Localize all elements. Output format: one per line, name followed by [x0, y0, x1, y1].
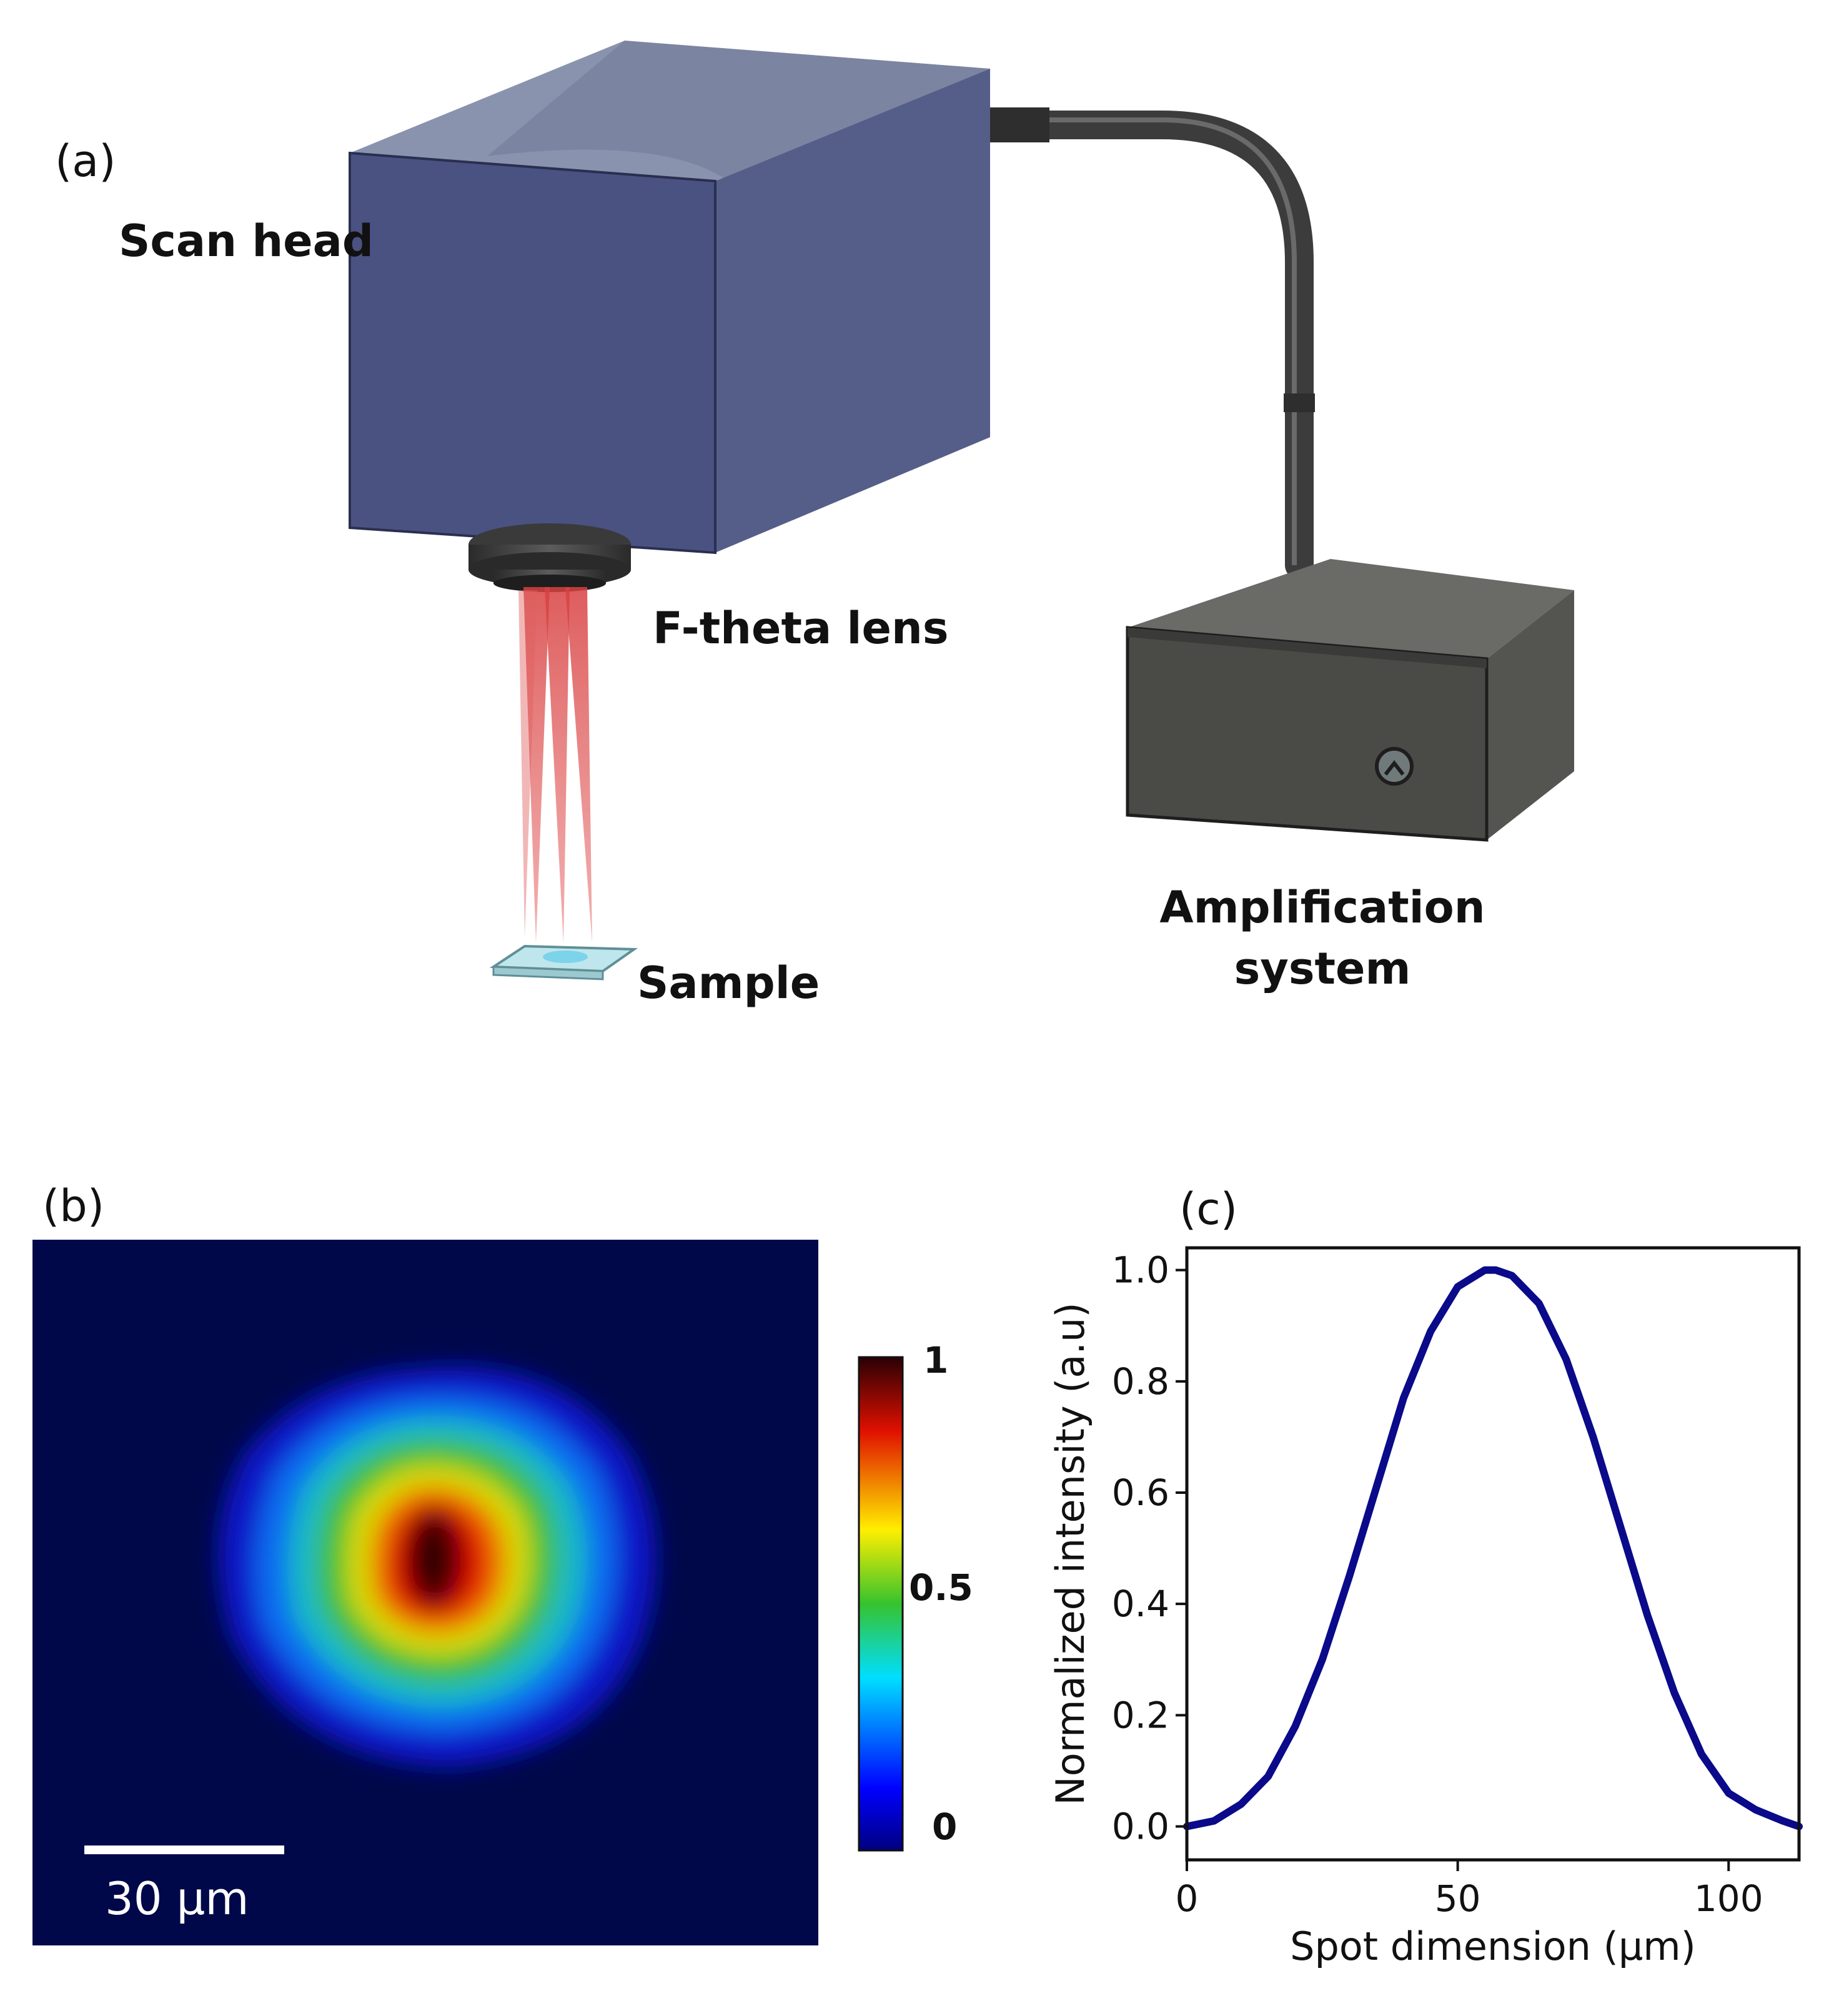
x-tick-label: 50 — [1435, 1877, 1481, 1920]
colorbar-tick-mid: 0.5 — [909, 1566, 973, 1609]
y-tick-label: 0.4 — [1112, 1583, 1169, 1625]
beam-spot — [218, 1366, 657, 1767]
y-tick-label: 0.0 — [1112, 1806, 1169, 1848]
panel-c: (c) 0 50 100 0.0 0.2 0.4 0.6 0.8 1.0 Spot dimensi… — [1048, 1183, 1803, 1969]
panel-b-letter: (b) — [42, 1180, 104, 1232]
sample-slide — [489, 944, 638, 981]
scale-bar — [84, 1846, 284, 1854]
label-scan-head: Scan head — [119, 215, 374, 267]
label-sample: Sample — [637, 957, 820, 1009]
y-tick-label: 0.8 — [1112, 1360, 1169, 1403]
colorbar — [858, 1356, 904, 1852]
y-tick-label: 0.6 — [1112, 1471, 1169, 1514]
label-f-theta-lens: F-theta lens — [653, 603, 949, 654]
fiber-cable — [976, 111, 1314, 580]
f-theta-lens — [468, 523, 631, 592]
scale-bar-label: 30 µm — [105, 1872, 249, 1925]
line-chart: 0 50 100 0.0 0.2 0.4 0.6 0.8 1.0 Spot dimension (… — [1048, 1246, 1803, 1969]
label-amplification-line1: Amplification — [1159, 882, 1485, 933]
amplification-box — [1126, 559, 1574, 842]
panel-a-letter: (a) — [55, 136, 116, 187]
amplifier-knob-icon — [1375, 747, 1414, 786]
cable-joint — [1284, 393, 1315, 412]
cable-connector — [990, 107, 1049, 142]
x-tick-label: 0 — [1176, 1877, 1199, 1920]
scan-head-groove — [487, 41, 990, 244]
laser-beams — [518, 587, 592, 943]
y-tick-label: 0.2 — [1112, 1694, 1169, 1736]
scan-head — [349, 41, 990, 555]
panel-a: (a) — [55, 41, 1574, 1009]
label-amplification-line2: system — [1234, 943, 1411, 994]
series-line-0 — [1183, 1266, 1803, 1831]
amplifier-top — [1128, 559, 1574, 659]
x-axis-title: Spot dimension (µm) — [1290, 1924, 1696, 1969]
fiber-cable-highlight — [990, 117, 1297, 565]
panel-b: (b) 30 µm 1 0.5 0 — [32, 1180, 973, 1945]
scan-head-side — [715, 69, 990, 553]
amplifier-side — [1487, 590, 1574, 840]
y-tick-label: 1.0 — [1112, 1249, 1169, 1292]
scan-head-front — [349, 151, 716, 555]
plot-frame — [1185, 1246, 1801, 1862]
panel-c-letter: (c) — [1179, 1183, 1237, 1235]
colorbar-tick-min: 0 — [932, 1806, 957, 1848]
x-tick-label: 100 — [1694, 1877, 1763, 1920]
colorbar-tick-max: 1 — [923, 1339, 948, 1381]
y-axis-title: Normalized intensity (a.u) — [1048, 1302, 1093, 1805]
